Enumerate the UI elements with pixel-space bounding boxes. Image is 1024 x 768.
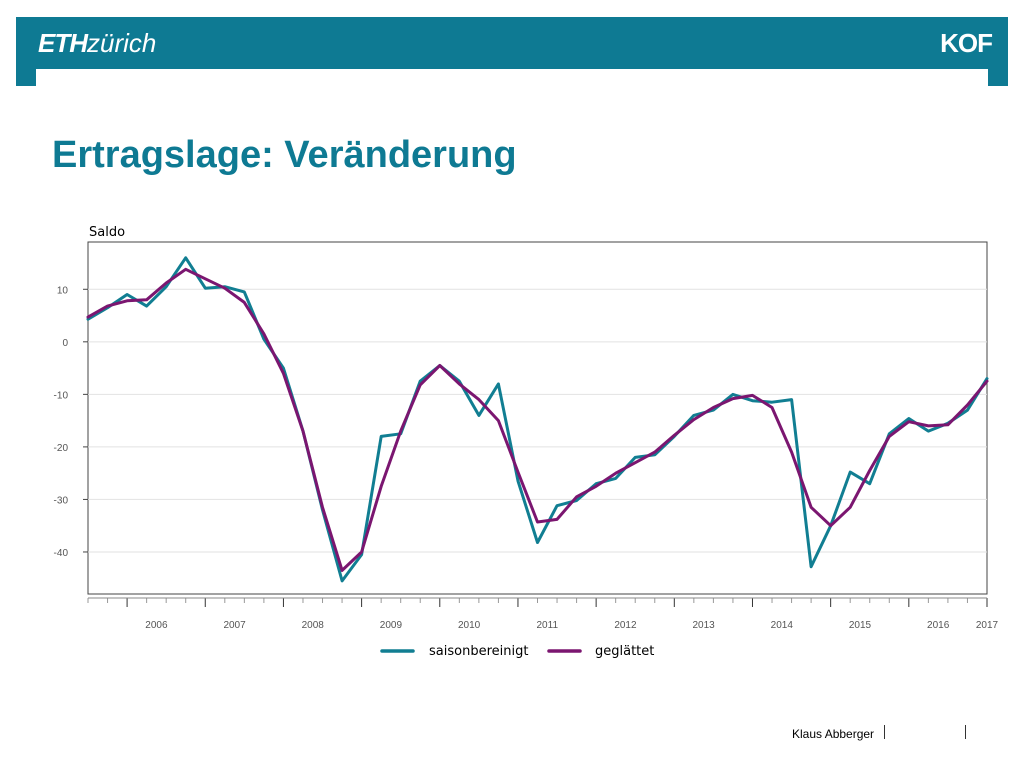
- x-year-label: 2015: [849, 620, 872, 631]
- footer-separator-1: [884, 725, 885, 739]
- x-year-label: 2010: [458, 620, 481, 631]
- x-year-label: 2013: [692, 620, 715, 631]
- legend-label: saisonbereinigt: [429, 644, 528, 659]
- y-tick-label: -30: [54, 495, 69, 506]
- x-year-label: 2014: [771, 620, 794, 631]
- kof-logo: KOF: [940, 28, 993, 58]
- x-year-label: 2011: [537, 620, 559, 631]
- y-tick-label: 10: [57, 285, 69, 296]
- x-year-label: 2007: [223, 620, 246, 631]
- x-year-label: 2009: [380, 620, 403, 631]
- y-tick-label: 0: [62, 338, 68, 349]
- x-year-label: 2008: [302, 620, 325, 631]
- header-bar: [16, 17, 1008, 69]
- footer-separator-2: [965, 725, 966, 739]
- plot-frame: [87, 241, 988, 595]
- footer-author: Klaus Abberger: [792, 727, 875, 741]
- y-tick-label: -40: [54, 548, 69, 559]
- header-tab-right: [988, 69, 1008, 86]
- x-year-label: 2017: [976, 620, 999, 631]
- series-line-geglaettet: [86, 267, 989, 572]
- slide-title: Ertragslage: Veränderung: [52, 134, 517, 176]
- x-year-label: 2012: [614, 620, 637, 631]
- legend-label: geglättet: [595, 644, 654, 659]
- y-tick-label: -20: [54, 443, 69, 454]
- eth-zurich-logo: ETHzürich: [38, 28, 157, 58]
- x-year-label: 2016: [927, 620, 950, 631]
- y-tick-label: -10: [54, 390, 69, 401]
- series-line-saisonbereinigt: [86, 256, 989, 583]
- line-chart: 10 0 -10 -20 -30 -40 Saldo 2006 2007 2008 2009 2010…: [54, 225, 999, 659]
- header-tab-left: [16, 69, 36, 86]
- x-year-label: 2006: [145, 620, 168, 631]
- y-axis-label: Saldo: [89, 225, 125, 240]
